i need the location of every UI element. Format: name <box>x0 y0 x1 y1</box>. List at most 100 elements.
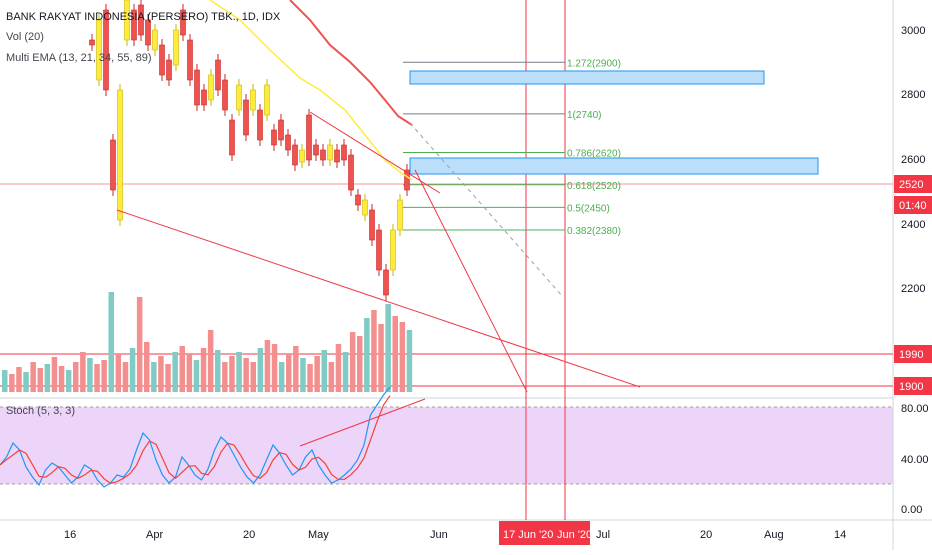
volume-indicator-label[interactable]: Vol (20) <box>6 31 44 43</box>
trendline-lower-channel[interactable] <box>116 209 641 388</box>
candle-body <box>390 229 396 271</box>
volume-bar <box>179 346 185 392</box>
volume-bar <box>278 362 285 392</box>
candle-body <box>173 29 179 66</box>
candle-body <box>201 89 207 106</box>
volume-bar <box>115 354 122 392</box>
stoch-tick: 0.00 <box>901 504 922 516</box>
candle-body <box>208 74 214 101</box>
price-tick: 3000 <box>901 25 925 37</box>
candle-body <box>145 19 151 46</box>
volume-bar <box>30 362 36 392</box>
candle-body <box>96 19 102 81</box>
candle-body <box>257 109 263 141</box>
date-highlight-2: Jun '20 <box>557 529 592 541</box>
date-highlight-1: 17 Jun '20 <box>503 529 553 541</box>
fib-level-label: 0.5(2450) <box>567 203 610 214</box>
level-1900-value: 1900 <box>899 381 923 393</box>
candle-body <box>334 149 340 163</box>
candle-body <box>278 119 284 141</box>
stoch-tick: 80.00 <box>901 403 929 415</box>
volume-bar <box>207 330 214 392</box>
current-price-badge <box>894 175 932 193</box>
candle-body <box>243 99 249 136</box>
volume-bar <box>51 357 58 392</box>
volume-bar <box>158 356 164 392</box>
candle-body <box>110 139 116 191</box>
candle-body <box>271 129 277 146</box>
fib-retracement[interactable]: 1.272(2900) 1(2740) 0.786(2620) 0.618(2520)… <box>403 58 621 237</box>
stoch-pane-background <box>0 407 893 484</box>
volume-bar <box>342 352 349 392</box>
date-highlight-badge-1 <box>499 521 554 545</box>
candle-body <box>327 144 333 161</box>
volume-bar <box>264 340 271 392</box>
volume-bar <box>73 362 79 392</box>
candle-body <box>292 144 298 166</box>
volume-bar <box>23 372 29 392</box>
volume-bar <box>9 374 15 392</box>
ema-indicator-label[interactable]: Multi EMA (13, 21, 34, 55, 89) <box>6 52 152 64</box>
volume-bar <box>293 346 299 392</box>
volume-bar <box>364 318 370 392</box>
trendline-dashed-projection[interactable] <box>409 122 564 298</box>
candle-body <box>187 39 193 81</box>
candle-body <box>103 9 109 91</box>
volume-bar <box>65 370 72 392</box>
volume-bar <box>151 362 157 392</box>
volume-bar <box>122 362 129 392</box>
candlestick-series <box>89 0 410 301</box>
volume-bar <box>222 362 228 392</box>
volume-bar <box>271 344 278 392</box>
volume-bar <box>37 368 43 392</box>
candle-body <box>313 144 319 156</box>
candle-body <box>159 44 165 76</box>
trendline-projection[interactable] <box>414 169 528 393</box>
volume-bar <box>236 352 242 392</box>
volume-bar <box>385 304 391 392</box>
volume-bar <box>392 316 398 392</box>
volume-bar <box>144 342 150 392</box>
volume-bars <box>2 292 413 392</box>
time-label: 20 <box>243 529 255 541</box>
stoch-k-line <box>0 386 391 488</box>
stoch-indicator-label[interactable]: Stoch (5, 3, 3) <box>6 405 76 417</box>
candle-body <box>397 199 403 231</box>
fib-level-label: 1.272(2900) <box>567 58 621 69</box>
volume-bar <box>186 354 193 392</box>
candle-body <box>383 269 389 296</box>
candle-body <box>180 9 186 36</box>
candle-body <box>341 144 347 161</box>
candle-body <box>264 84 270 116</box>
volume-bar <box>257 348 264 392</box>
volume-bar <box>200 348 207 392</box>
stoch-divergence-line[interactable] <box>299 398 426 447</box>
candle-body <box>124 0 130 41</box>
volume-bar <box>307 364 313 392</box>
candle-body <box>306 114 312 161</box>
level-1990-badge <box>894 345 932 363</box>
volume-bar <box>300 358 306 392</box>
volume-bar <box>328 362 335 392</box>
fib-zone-lower[interactable] <box>409 157 819 175</box>
ema-fast-line <box>209 0 413 181</box>
volume-bar <box>378 324 384 392</box>
volume-bar <box>399 322 406 392</box>
candle-body <box>299 149 305 163</box>
volume-bar <box>16 367 22 392</box>
candle-body <box>404 169 410 191</box>
candle-body <box>215 59 221 91</box>
symbol-title[interactable]: BANK RAKYAT INDONESIA (PERSERO) TBK., 1D… <box>6 11 281 23</box>
fib-level-label: 1(2740) <box>567 110 601 121</box>
volume-bar <box>129 348 136 392</box>
candle-body <box>355 194 361 206</box>
time-label: Aug <box>764 529 784 541</box>
trendline-upper[interactable] <box>309 111 441 194</box>
volume-bar <box>101 360 107 392</box>
time-label: Apr <box>146 529 163 541</box>
current-price-value: 2520 <box>899 179 923 191</box>
fib-zone-upper[interactable] <box>409 70 765 85</box>
candle-body <box>194 69 200 106</box>
volume-bar <box>406 330 413 392</box>
